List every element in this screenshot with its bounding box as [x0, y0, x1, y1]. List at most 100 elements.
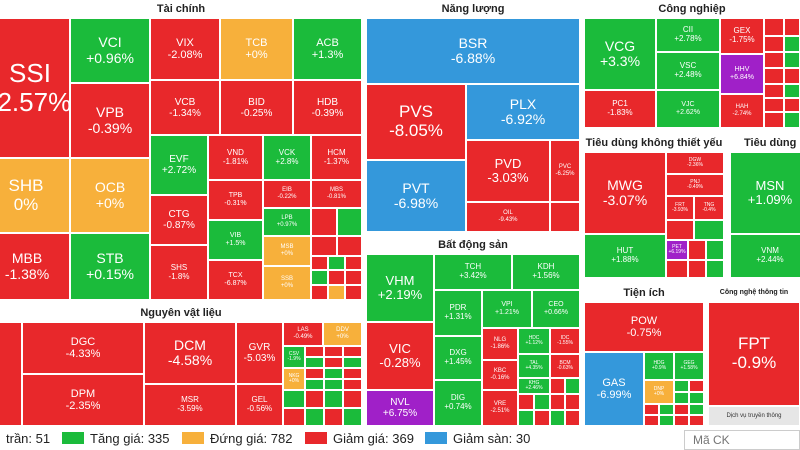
tile-vhm[interactable]: VHM +2.19% [366, 254, 434, 322]
tile-re-small-a[interactable] [550, 378, 565, 394]
tile-util-small-j[interactable] [659, 415, 674, 426]
tile-cii[interactable]: CII +2.78% [656, 18, 720, 52]
tile-ind-small-b[interactable] [784, 18, 800, 36]
tile-materials-k[interactable] [324, 379, 343, 390]
tile-bsr[interactable]: BSR -6.88% [366, 18, 580, 84]
tile-vck[interactable]: VCK +2.8% [263, 135, 311, 180]
tile-finance-small-l[interactable] [328, 285, 345, 300]
tile-media-services[interactable]: Dịch vụ truyền thông [708, 406, 800, 426]
tile-nkg[interactable]: NKG +0% [283, 368, 305, 390]
tile-re-small-i[interactable] [550, 410, 565, 426]
tile-ind-small-e[interactable] [764, 52, 784, 68]
tile-pdr[interactable]: PDR +1.31% [434, 290, 482, 336]
tile-tch[interactable]: TCH +3.42% [434, 254, 512, 290]
tile-gel[interactable]: GEL -0.56% [236, 384, 283, 426]
tile-ddv[interactable]: DDV +0% [323, 322, 362, 346]
tile-hah[interactable]: HAH -2.74% [720, 94, 764, 128]
tile-cd-small-g[interactable] [706, 260, 724, 278]
tile-dnp[interactable]: DNP +0% [644, 380, 674, 404]
tile-ind-small-l[interactable] [784, 98, 800, 112]
tile-dcm[interactable]: DCM -4.58% [144, 322, 236, 384]
tile-finance-small-m[interactable] [345, 285, 362, 300]
tile-re-small-d[interactable] [534, 394, 550, 410]
tile-acb[interactable]: ACB +1.3% [293, 18, 362, 80]
tile-cd-small-d[interactable] [706, 240, 724, 260]
tile-finance-small-h[interactable] [311, 270, 328, 285]
tile-bid[interactable]: BID -0.25% [220, 80, 293, 135]
tile-oil[interactable]: OIL -9.43% [466, 202, 550, 232]
tile-materials-j[interactable] [305, 379, 324, 390]
tile-materials-m[interactable] [283, 390, 305, 408]
tile-vpi[interactable]: VPI +1.21% [482, 290, 532, 328]
tile-pvc[interactable]: PVC -6.25% [550, 140, 580, 202]
tile-cd-small-c[interactable] [688, 240, 706, 260]
tile-geg[interactable]: GEG +1.58% [674, 352, 704, 380]
tile-ocb[interactable]: OCB +0% [70, 158, 150, 233]
tile-plx[interactable]: PLX -6.92% [466, 84, 580, 140]
tile-materials-r[interactable] [305, 408, 324, 426]
tile-khg[interactable]: KHG +2.46% [518, 378, 550, 394]
tile-util-small-l[interactable] [689, 415, 704, 426]
tile-finance-small-j[interactable] [345, 270, 362, 285]
tile-materials-s[interactable] [324, 408, 343, 426]
tile-materials-c[interactable] [343, 346, 362, 357]
tile-pet[interactable]: PET +6.19% [666, 240, 688, 260]
tile-vre[interactable]: VRE -2.51% [482, 390, 518, 426]
tile-finance-small-i[interactable] [328, 270, 345, 285]
tile-re-small-g[interactable] [518, 410, 534, 426]
tile-cd-small-a[interactable] [666, 220, 694, 240]
tile-finance-small-f[interactable] [328, 256, 345, 270]
tile-materials-g[interactable] [305, 368, 324, 379]
tile-tcb[interactable]: TCB +0% [220, 18, 293, 80]
tile-ind-small-j[interactable] [784, 84, 800, 98]
tile-energy-small[interactable] [550, 202, 580, 232]
tile-ind-small-n[interactable] [784, 112, 800, 128]
tile-mbs[interactable]: MBS -0.81% [311, 180, 362, 208]
tile-re-small-f[interactable] [565, 394, 580, 410]
tile-finance-small-g[interactable] [345, 256, 362, 270]
tile-dxg[interactable]: DXG +1.45% [434, 336, 482, 380]
tile-lpb[interactable]: LPB +0.97% [263, 208, 311, 236]
tile-materials-i[interactable] [343, 368, 362, 379]
tile-frt[interactable]: FRT -3.93% [666, 196, 694, 220]
tile-vcb[interactable]: VCB -1.34% [150, 80, 220, 135]
tile-vnm[interactable]: VNM +2.44% [730, 234, 800, 278]
tile-mwg[interactable]: MWG -3.07% [584, 152, 666, 234]
tile-pow[interactable]: POW -0.75% [584, 302, 704, 352]
tile-ind-small-k[interactable] [764, 98, 784, 112]
tile-finance-small-k[interactable] [311, 285, 328, 300]
tile-vpb[interactable]: VPB -0.39% [70, 83, 150, 158]
tile-materials-o[interactable] [324, 390, 343, 408]
tile-gvr[interactable]: GVR -5.03% [236, 322, 283, 384]
tile-re-small-j[interactable] [565, 410, 580, 426]
tile-re-small-b[interactable] [565, 378, 580, 394]
tile-msn[interactable]: MSN +1.09% [730, 152, 800, 234]
tile-ind-small-a[interactable] [764, 18, 784, 36]
tile-materials-a[interactable] [305, 346, 324, 357]
tile-util-small-e[interactable] [644, 404, 659, 415]
tile-materials-b[interactable] [324, 346, 343, 357]
tile-finance-small-b[interactable] [337, 208, 362, 236]
tile-kbc[interactable]: KBC -0.16% [482, 360, 518, 390]
tile-hut[interactable]: HUT +1.88% [584, 234, 666, 278]
tile-shs[interactable]: SHS -1.8% [150, 245, 208, 300]
tile-ssi[interactable]: SSI-2.57% [0, 18, 70, 158]
tile-materials-e[interactable] [324, 357, 343, 368]
tile-cd-small-f[interactable] [688, 260, 706, 278]
tile-materials-q[interactable] [283, 408, 305, 426]
tile-vci[interactable]: VCI +0.96% [70, 18, 150, 83]
tile-re-small-e[interactable] [550, 394, 565, 410]
tile-tcx[interactable]: TCX -6.87% [208, 260, 263, 300]
tile-materials-n[interactable] [305, 390, 324, 408]
tile-finance-small-e[interactable] [311, 256, 328, 270]
tile-materials-t[interactable] [343, 408, 362, 426]
tile-mbb[interactable]: MBB -1.38% [0, 233, 70, 300]
legend-floor[interactable]: Giảm sàn: 30 [425, 430, 530, 446]
tile-dgc[interactable]: DGC -4.33% [22, 322, 144, 374]
tile-pvt[interactable]: PVT -6.98% [366, 160, 466, 232]
tile-vic[interactable]: VIC -0.28% [366, 322, 434, 390]
tile-util-small-d[interactable] [689, 392, 704, 404]
tile-tal[interactable]: TAL +4.35% [518, 354, 550, 378]
tile-nvl[interactable]: NVL +6.75% [366, 390, 434, 426]
tile-util-small-a[interactable] [674, 380, 689, 392]
